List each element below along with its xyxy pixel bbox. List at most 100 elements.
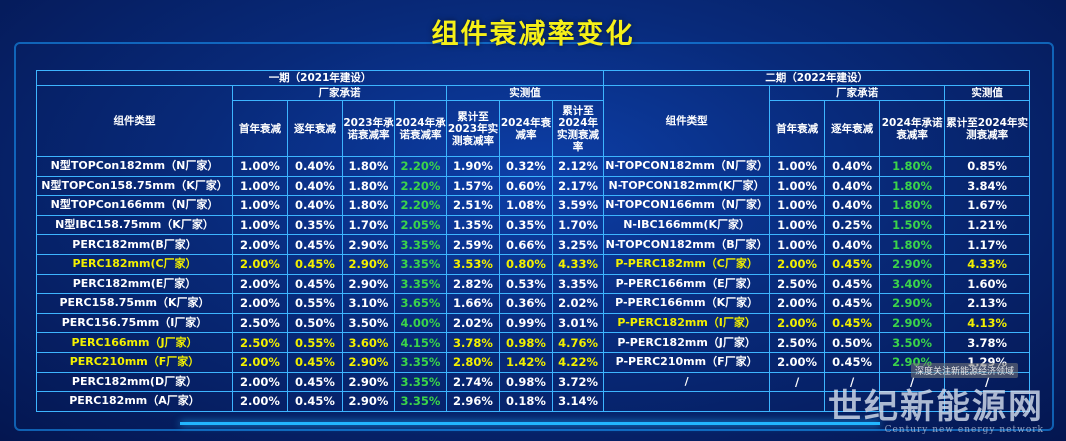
phase2-header: 二期（2022年建设） bbox=[603, 70, 1031, 86]
phase1-value-cell: 3.53% bbox=[446, 253, 500, 275]
phase1-value-cell: 3.35% bbox=[394, 234, 447, 255]
phase1-type-cell: N型IBC158.75mm（K厂家） bbox=[36, 214, 233, 236]
phase2-value-cell: 3.84% bbox=[944, 175, 1031, 197]
phase2-value-cell: 0.50% bbox=[824, 332, 881, 353]
phase1-value-cell: 0.98% bbox=[499, 371, 553, 393]
phase2-type-cell: N-TOPCON182mm(K厂家） bbox=[603, 175, 771, 197]
phase1-value-cell: 3.35% bbox=[394, 371, 447, 393]
phase1-value-cell: 2.00% bbox=[232, 293, 288, 314]
phase1-type-cell: N型TOPCon182mm（N厂家） bbox=[36, 156, 233, 177]
table-row: N型TOPCon158.75mm（K厂家） 1.00% 0.40% 1.80% 2.20… bbox=[36, 175, 1031, 197]
phase2-value-cell: 1.60% bbox=[944, 273, 1031, 295]
phase1-value-cell: 0.53% bbox=[499, 273, 553, 295]
phase1-type-cell: PERC156.75mm（I厂家） bbox=[36, 312, 233, 334]
phase2-value-cell: 2.90% bbox=[879, 293, 946, 314]
phase1-promise-group: 厂家承诺 bbox=[232, 85, 447, 101]
phase1-value-cell: 1.70% bbox=[551, 214, 605, 236]
phase1-subcol-5: 2024年衰减率 bbox=[499, 100, 553, 157]
phase1-value-cell: 3.25% bbox=[551, 234, 605, 255]
phase1-value-cell: 1.08% bbox=[499, 195, 553, 216]
phase1-measured-group: 实测值 bbox=[445, 85, 605, 101]
phase1-value-cell: 0.45% bbox=[287, 273, 343, 295]
phase2-subcol-0: 首年衰减 bbox=[769, 100, 826, 157]
phase1-value-cell: 3.35% bbox=[551, 273, 605, 295]
phase2-value-cell: 1.80% bbox=[879, 234, 946, 255]
phase2-value-cell: 1.00% bbox=[769, 234, 826, 255]
phase1-value-cell: 2.02% bbox=[446, 312, 500, 334]
phase1-value-cell: 0.50% bbox=[287, 312, 343, 334]
phase1-value-cell: 0.36% bbox=[499, 293, 553, 314]
decorative-frame bbox=[14, 42, 1054, 431]
phase1-subcol-1: 逐年衰减 bbox=[287, 100, 343, 157]
phase1-value-cell: 1.00% bbox=[232, 195, 288, 216]
phase1-value-cell: 0.40% bbox=[287, 156, 343, 177]
phase2-type-cell: P-PERC182mm（C厂家） bbox=[603, 253, 771, 275]
phase1-type-cell: PERC182mm（A厂家） bbox=[36, 391, 233, 412]
phase2-value-cell: 1.80% bbox=[879, 195, 946, 216]
phase1-type-cell: N型TOPCon166mm（N厂家） bbox=[36, 195, 233, 216]
phase1-value-cell: 2.90% bbox=[342, 391, 395, 412]
phase2-subcol-3: 累计至2024年实测衰减率 bbox=[944, 100, 1031, 157]
phase1-type-cell: PERC166mm（J厂家） bbox=[36, 332, 233, 353]
phase1-type-cell: PERC210mm（F厂家） bbox=[36, 351, 233, 373]
phase2-value-cell: 1.00% bbox=[769, 214, 826, 236]
phase1-value-cell: 2.00% bbox=[232, 351, 288, 373]
phase1-value-cell: 0.40% bbox=[287, 195, 343, 216]
phase2-value-cell: 1.00% bbox=[769, 156, 826, 177]
phase1-value-cell: 1.80% bbox=[342, 156, 395, 177]
phase1-value-cell: 2.50% bbox=[232, 332, 288, 353]
phase2-value-cell: 1.67% bbox=[944, 195, 1031, 216]
phase1-value-cell: 2.00% bbox=[232, 253, 288, 275]
phase2-type-cell: P-PERC182mm（I厂家） bbox=[603, 312, 771, 334]
phase2-type-cell: P-PERC182mm（J厂家） bbox=[603, 332, 771, 353]
phase1-value-cell: 4.00% bbox=[394, 312, 447, 334]
phase1-value-cell: 0.35% bbox=[287, 214, 343, 236]
phase2-value-cell: 4.13% bbox=[944, 312, 1031, 334]
phase1-value-cell: 1.00% bbox=[232, 214, 288, 236]
table-row: N型TOPCon166mm（N厂家） 1.00% 0.40% 1.80% 2.20% 2.… bbox=[36, 195, 1031, 216]
phase2-value-cell: 4.33% bbox=[944, 253, 1031, 275]
phase1-type-cell: PERC182mm(C厂家） bbox=[36, 253, 233, 275]
phase1-value-cell: 2.00% bbox=[232, 273, 288, 295]
phase1-type-cell: PERC158.75mm（K厂家） bbox=[36, 293, 233, 314]
phase2-value-cell: 2.00% bbox=[769, 312, 826, 334]
phase1-value-cell: 0.99% bbox=[499, 312, 553, 334]
phase2-type-cell: P-PERC166mm（K厂家） bbox=[603, 293, 771, 314]
phase2-col-type: 组件类型 bbox=[603, 85, 771, 157]
phase1-type-cell: PERC182mm(D厂家） bbox=[36, 371, 233, 393]
phase2-value-cell: 0.45% bbox=[824, 293, 881, 314]
phase1-value-cell: 4.15% bbox=[394, 332, 447, 353]
phase2-value-cell bbox=[944, 391, 1031, 412]
phase1-value-cell: 0.32% bbox=[499, 156, 553, 177]
phase1-value-cell: 2.90% bbox=[342, 234, 395, 255]
phase1-value-cell: 0.35% bbox=[499, 214, 553, 236]
phase1-value-cell: 0.18% bbox=[499, 391, 553, 412]
phase2-value-cell: 3.40% bbox=[879, 273, 946, 295]
phase2-value-cell: 0.40% bbox=[824, 234, 881, 255]
phase2-value-cell: 0.40% bbox=[824, 175, 881, 197]
phase2-value-cell: 3.50% bbox=[879, 332, 946, 353]
phase1-subcol-0: 首年衰减 bbox=[232, 100, 288, 157]
phase1-value-cell: 0.45% bbox=[287, 351, 343, 373]
phase1-value-cell: 3.35% bbox=[394, 253, 447, 275]
phase1-value-cell: 0.45% bbox=[287, 371, 343, 393]
table-row: PERC158.75mm（K厂家） 2.00% 0.55% 3.10% 3.65% 1.6… bbox=[36, 293, 1031, 314]
phase1-value-cell: 1.42% bbox=[499, 351, 553, 373]
phase1-value-cell: 1.00% bbox=[232, 175, 288, 197]
decorative-glow-line bbox=[180, 422, 880, 425]
phase1-value-cell: 1.35% bbox=[446, 214, 500, 236]
phase1-value-cell: 2.20% bbox=[394, 175, 447, 197]
watermark-badge: 深度关注新能源经济领域 bbox=[910, 363, 1018, 378]
phase1-value-cell: 0.98% bbox=[499, 332, 553, 353]
phase1-value-cell: 0.45% bbox=[287, 253, 343, 275]
phase2-value-cell: 3.78% bbox=[944, 332, 1031, 353]
phase2-type-cell bbox=[603, 391, 771, 412]
phase2-subcol-1: 逐年衰减 bbox=[824, 100, 881, 157]
phase2-type-cell: P-PERC166mm（E厂家） bbox=[603, 273, 771, 295]
phase1-value-cell: 2.00% bbox=[232, 391, 288, 412]
phase1-value-cell: 3.50% bbox=[342, 312, 395, 334]
phase1-value-cell: 2.96% bbox=[446, 391, 500, 412]
phase1-subcol-4: 累计至2023年实测衰减率 bbox=[446, 100, 500, 157]
watermark-main: 世纪新能源网 bbox=[828, 387, 1044, 427]
phase1-value-cell: 1.57% bbox=[446, 175, 500, 197]
